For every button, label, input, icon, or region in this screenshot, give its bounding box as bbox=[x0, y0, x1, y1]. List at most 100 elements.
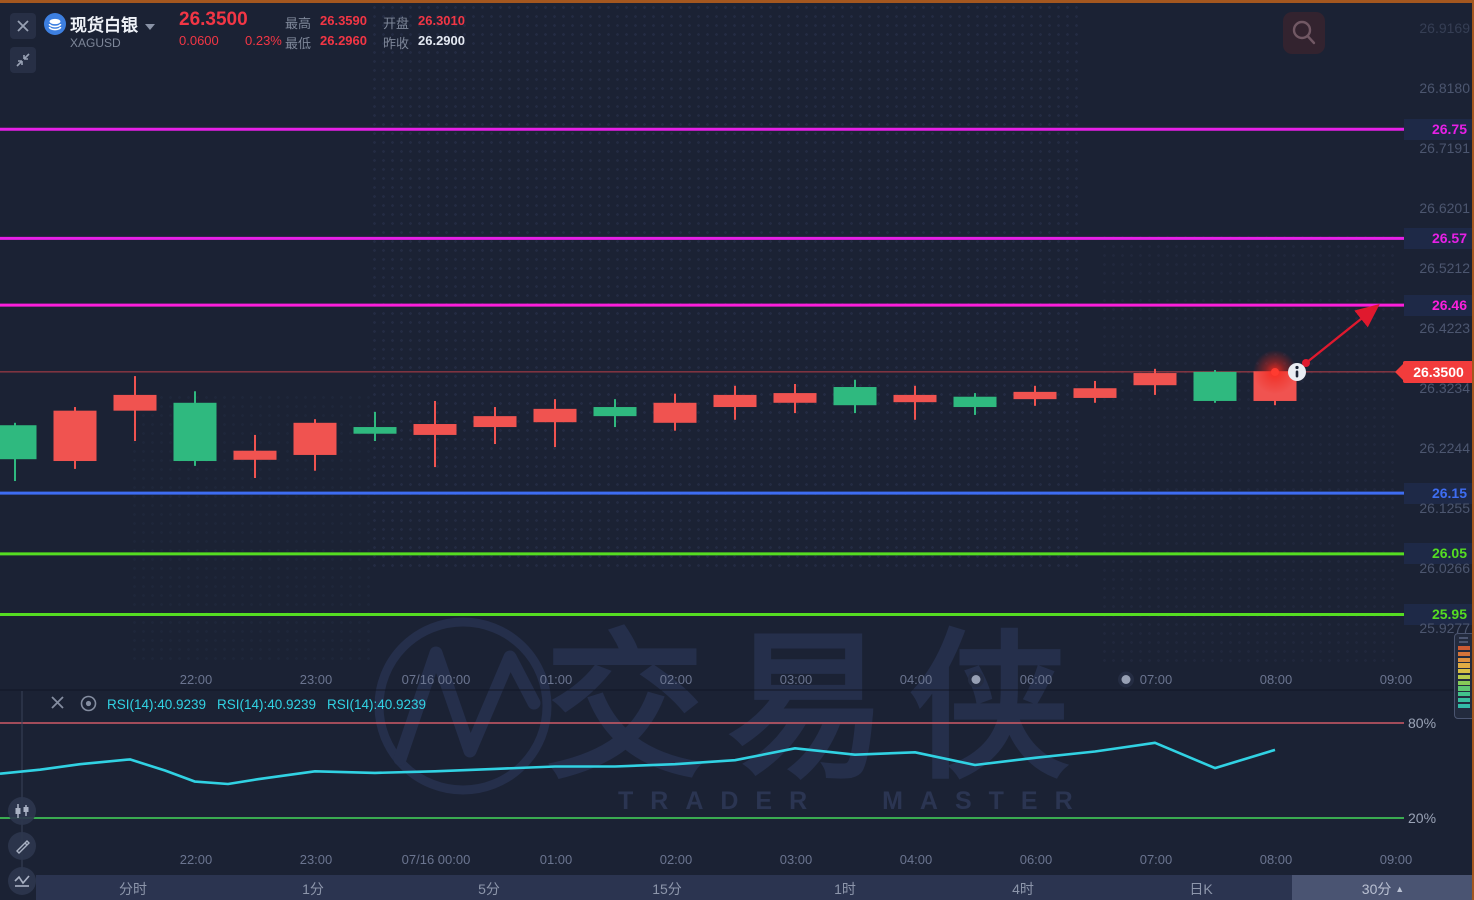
rsi-indicator-label: RSI(14):40.9239 bbox=[327, 697, 427, 712]
rsi-time-axis-label: 08:00 bbox=[1259, 852, 1293, 867]
rsi-close-button[interactable] bbox=[50, 695, 66, 716]
tab-30min-selected[interactable]: 30分 ▲ bbox=[1292, 875, 1472, 900]
pencil-icon bbox=[16, 840, 30, 854]
stat-label: 昨收 bbox=[383, 36, 410, 51]
rsi-indicator-label: RSI(14):40.9239 bbox=[107, 697, 207, 712]
stat-value: 26.2960 bbox=[320, 33, 367, 48]
draw-tool-button[interactable] bbox=[8, 832, 36, 860]
last-price: 26.3500 bbox=[179, 9, 248, 30]
time-axis-label: 03:00 bbox=[779, 672, 813, 687]
level-price-chip: 25.95 bbox=[1404, 604, 1472, 625]
tab-1时[interactable]: 1时 bbox=[834, 881, 856, 897]
time-axis-label: 09:00 bbox=[1379, 672, 1413, 687]
time-axis-label: 06:00 bbox=[1019, 672, 1053, 687]
heat-strip-bar bbox=[1457, 674, 1470, 680]
time-axis-label: 08:00 bbox=[1259, 672, 1293, 687]
level-price-chip: 26.57 bbox=[1404, 227, 1472, 249]
heat-strip-bar bbox=[1457, 646, 1470, 651]
indicator-button[interactable] bbox=[8, 867, 36, 895]
close-button[interactable] bbox=[10, 13, 36, 39]
rsi-lower-label: 20% bbox=[1408, 810, 1437, 826]
price-change-pct: 0.23% bbox=[245, 33, 282, 48]
candlestick-chart[interactable] bbox=[0, 3, 1474, 900]
stat-label: 最高 bbox=[285, 16, 312, 31]
rsi-time-axis-label: 01:00 bbox=[539, 852, 573, 867]
watermark-en: TRADER MASTER bbox=[618, 787, 1090, 815]
coin-icon bbox=[44, 13, 66, 35]
heat-strip-bar bbox=[1457, 651, 1470, 656]
rsi-time-axis-label: 22:00 bbox=[179, 852, 213, 867]
price-axis-tick: 26.5212 bbox=[1419, 260, 1470, 276]
stat-label: 最低 bbox=[285, 36, 312, 51]
heat-strip-bar bbox=[1457, 703, 1470, 708]
tab-分时[interactable]: 分时 bbox=[119, 881, 147, 897]
rsi-time-axis-label: 23:00 bbox=[299, 852, 333, 867]
watermark-logo bbox=[374, 617, 552, 795]
search-button[interactable] bbox=[1283, 12, 1325, 54]
chart-type-button[interactable] bbox=[8, 797, 36, 825]
level-price-chip: 26.75 bbox=[1404, 118, 1472, 140]
tab-1分[interactable]: 1分 bbox=[302, 881, 324, 897]
heat-strip-bar bbox=[1457, 692, 1470, 697]
current-price-tag: 26.3500 bbox=[1395, 360, 1472, 383]
collapse-button[interactable] bbox=[10, 47, 36, 73]
rsi-time-axis-label: 02:00 bbox=[659, 852, 693, 867]
heat-strip-bar bbox=[1457, 663, 1470, 668]
time-axis-label: 01:00 bbox=[539, 672, 573, 687]
rsi-settings-button[interactable] bbox=[80, 695, 97, 717]
selected-tab-label: 30分 bbox=[1361, 881, 1392, 897]
time-axis-label: 22:00 bbox=[179, 672, 213, 687]
collapse-icon bbox=[16, 53, 30, 67]
close-icon bbox=[17, 20, 29, 32]
rsi-time-axis-label: 07:00 bbox=[1139, 852, 1173, 867]
price-axis-tick: 26.6201 bbox=[1419, 200, 1470, 216]
rsi-time-axis-label: 09:00 bbox=[1379, 852, 1413, 867]
price-axis-tick: 26.7191 bbox=[1419, 140, 1470, 156]
price-axis-tick: 26.8180 bbox=[1419, 80, 1470, 96]
tab-15分[interactable]: 15分 bbox=[652, 881, 682, 897]
rsi-close-icon bbox=[51, 696, 64, 709]
time-axis-label: 02:00 bbox=[659, 672, 693, 687]
heat-strip-bar bbox=[1457, 698, 1470, 703]
symbol-name: 现货白银 bbox=[70, 16, 138, 35]
caret-up-icon: ▲ bbox=[1395, 884, 1405, 894]
rsi-upper-label: 80% bbox=[1408, 715, 1437, 731]
stat-value: 26.3010 bbox=[418, 13, 465, 28]
level-price-chip: 26.05 bbox=[1404, 543, 1472, 565]
symbol-title[interactable]: 现货白银 bbox=[70, 11, 155, 36]
price-axis-tick: 26.9169 bbox=[1419, 20, 1470, 36]
rsi-settings-icon bbox=[80, 695, 97, 712]
info-icon[interactable] bbox=[1288, 363, 1306, 381]
heat-strip-widget[interactable] bbox=[1454, 633, 1472, 719]
price-axis-tick: 26.3234 bbox=[1419, 380, 1470, 396]
level-price-chip: 26.15 bbox=[1404, 482, 1472, 504]
price-axis-tick: 26.0266 bbox=[1419, 560, 1470, 576]
time-axis-label: 07/16 00:00 bbox=[401, 672, 471, 687]
search-icon bbox=[1292, 20, 1316, 45]
price-change: 0.0600 bbox=[179, 33, 219, 48]
stat-value: 26.3590 bbox=[320, 13, 367, 28]
heat-strip-bar bbox=[1457, 657, 1470, 662]
price-axis-tick: 26.4223 bbox=[1419, 320, 1470, 336]
rsi-time-axis-label: 03:00 bbox=[779, 852, 813, 867]
rsi-time-axis-label: 04:00 bbox=[899, 852, 933, 867]
heat-strip-bar bbox=[1457, 686, 1470, 691]
rsi-time-axis-label: 06:00 bbox=[1019, 852, 1053, 867]
stat-label: 开盘 bbox=[383, 16, 410, 31]
heat-strip-bar bbox=[1457, 680, 1470, 685]
tab-日K[interactable]: 日K bbox=[1189, 881, 1213, 897]
time-axis-label: 23:00 bbox=[299, 672, 333, 687]
time-axis-label: 04:00 bbox=[899, 672, 933, 687]
tab-4时[interactable]: 4时 bbox=[1012, 881, 1034, 897]
timeframe-toolbar bbox=[36, 875, 1472, 900]
rsi-indicator-label: RSI(14):40.9239 bbox=[217, 697, 317, 712]
indicator-icon bbox=[14, 875, 30, 887]
watermark-cn: 交易侠 bbox=[545, 618, 1092, 797]
level-price-chip: 26.46 bbox=[1404, 294, 1472, 316]
price-axis-tick: 26.2244 bbox=[1419, 440, 1470, 456]
tab-5分[interactable]: 5分 bbox=[478, 881, 500, 897]
symbol-code: XAGUSD bbox=[70, 36, 121, 50]
heat-strip-bar bbox=[1457, 669, 1470, 674]
price-axis-tick: 25.9277 bbox=[1419, 620, 1470, 636]
